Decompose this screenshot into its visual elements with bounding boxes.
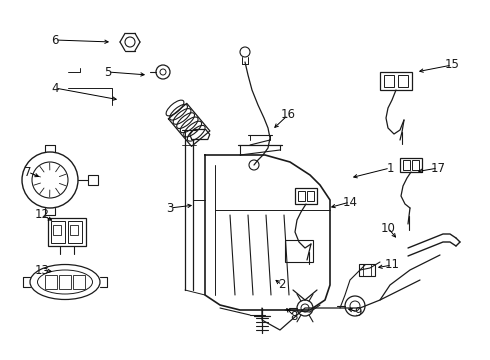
Bar — [380, 72, 412, 90]
Text: 13: 13 — [35, 264, 49, 276]
Bar — [45, 275, 57, 289]
Bar — [51, 221, 65, 243]
Bar — [400, 158, 422, 172]
Bar — [398, 75, 408, 87]
Text: 4: 4 — [51, 81, 59, 94]
Text: 12: 12 — [34, 208, 49, 221]
Text: 9: 9 — [354, 306, 362, 319]
Bar — [384, 75, 394, 87]
Text: 8: 8 — [290, 310, 298, 323]
Text: 16: 16 — [280, 108, 295, 122]
Bar — [403, 160, 410, 170]
Text: 14: 14 — [343, 195, 358, 208]
Bar — [68, 221, 82, 243]
Text: 3: 3 — [166, 202, 173, 215]
Bar — [53, 225, 61, 235]
Bar — [59, 275, 71, 289]
Bar — [359, 264, 375, 276]
Text: 1: 1 — [386, 162, 394, 175]
Text: 10: 10 — [381, 221, 395, 234]
Text: 11: 11 — [385, 258, 399, 271]
Text: 7: 7 — [24, 166, 32, 179]
Text: 2: 2 — [278, 279, 286, 292]
Text: 6: 6 — [51, 33, 59, 46]
Text: 17: 17 — [431, 162, 445, 175]
Bar — [73, 275, 85, 289]
Text: 15: 15 — [444, 58, 460, 72]
Bar — [295, 188, 317, 204]
Bar — [307, 191, 314, 201]
Bar — [88, 175, 98, 185]
Bar — [412, 160, 419, 170]
Bar — [48, 218, 86, 246]
Bar — [285, 240, 313, 262]
Text: 5: 5 — [104, 66, 112, 78]
Bar — [70, 225, 78, 235]
Bar — [298, 191, 305, 201]
